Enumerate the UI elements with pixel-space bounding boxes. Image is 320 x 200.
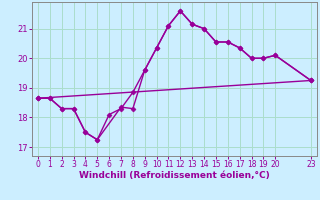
- X-axis label: Windchill (Refroidissement éolien,°C): Windchill (Refroidissement éolien,°C): [79, 171, 270, 180]
